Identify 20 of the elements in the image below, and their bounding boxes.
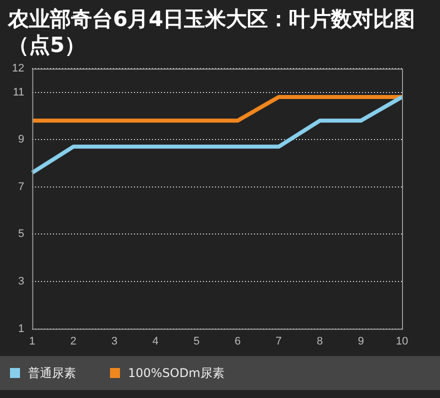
x-tick-label: 8 <box>316 335 323 348</box>
y-tick-label: 12 <box>12 62 24 75</box>
legend-label: 普通尿素 <box>28 364 76 382</box>
x-tick-label: 2 <box>70 335 76 348</box>
x-tick-label: 10 <box>396 335 408 348</box>
x-tick-label: 1 <box>29 335 36 348</box>
y-tick-label: 3 <box>18 276 24 288</box>
chart-title: 农业部奇台6月4日玉米大区：叶片数对比图（点5） <box>6 6 416 57</box>
x-tick-label: 3 <box>111 335 118 348</box>
x-tick-label: 4 <box>152 335 159 348</box>
y-tick-label: 11 <box>12 86 24 98</box>
y-tick-label: 7 <box>18 180 24 193</box>
y-tick-label: 9 <box>18 134 24 146</box>
x-tick-label: 9 <box>358 335 364 348</box>
x-tick-label: 5 <box>194 335 200 348</box>
x-tick-label: 6 <box>234 335 241 348</box>
x-tick-label: 7 <box>276 335 282 348</box>
legend-label: 100%SODm尿素 <box>128 364 224 382</box>
y-tick-label: 1 <box>18 322 24 335</box>
y-tick-label: 5 <box>18 228 24 240</box>
